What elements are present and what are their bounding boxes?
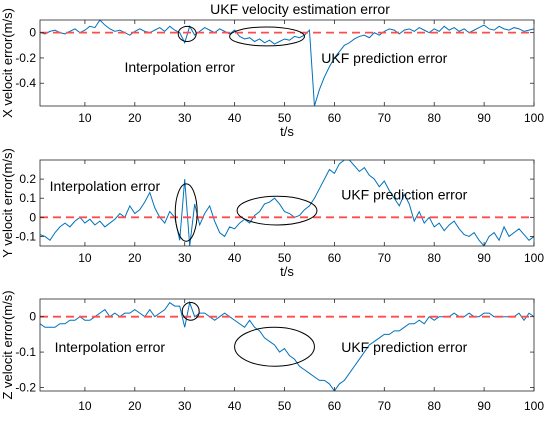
highlight-ellipse <box>181 302 200 321</box>
subplot-2: 10 20 30 40 50 60 70 80 90 100 0.2 0.1 0 -0.1 t/s Y vel… <box>0 148 544 279</box>
y-axis-label: X velocit error(m/s) <box>0 8 15 118</box>
x-tick-label: 70 <box>378 111 392 125</box>
highlight-ellipse <box>236 195 318 226</box>
y-tick-label: 0 <box>29 210 36 224</box>
y-tick-label: -0.1 <box>15 229 36 243</box>
x-tick-label: 40 <box>228 251 242 265</box>
x-tick-label: 60 <box>328 399 342 413</box>
x-tick-label: 80 <box>428 399 442 413</box>
x-tick-label: 90 <box>477 251 491 265</box>
highlight-ellipse <box>229 26 305 47</box>
error-series-line <box>40 160 534 246</box>
annotation-label: UKF prediction error <box>341 186 467 202</box>
highlight-ellipse <box>177 25 197 43</box>
y-tick-label: -0.1 <box>15 345 36 359</box>
annotation-label: UKF prediction error <box>341 339 467 355</box>
x-tick-label: 50 <box>278 251 292 265</box>
axes-box <box>39 298 535 392</box>
x-tick-label: 100 <box>524 399 544 413</box>
y-axis-label: Y velocit error(m/s) <box>0 148 15 258</box>
x-tick-label: 30 <box>178 111 192 125</box>
x-tick-label: 20 <box>128 251 142 265</box>
annotation-label: Interpolation error <box>124 59 235 75</box>
axes-box <box>39 159 535 247</box>
x-tick-label: 70 <box>378 399 392 413</box>
x-tick-label: 30 <box>178 399 192 413</box>
highlight-ellipse <box>174 183 198 242</box>
axes-box <box>39 19 535 107</box>
y-axis-label: Z velocit error(m/s) <box>0 290 15 399</box>
subplot-3: 10 20 30 40 50 60 70 80 90 100 0 -0.1 -0.2Z velocit … <box>0 290 544 413</box>
y-tick-label: 0 <box>29 26 36 40</box>
y-tick-label: -0.2 <box>15 51 36 65</box>
error-series-line <box>40 20 534 106</box>
x-tick-label: 90 <box>477 399 491 413</box>
x-tick-label: 100 <box>524 111 544 125</box>
error-series-line <box>40 300 534 391</box>
x-tick-label: 50 <box>278 111 292 125</box>
x-tick-label: 40 <box>228 399 242 413</box>
y-tick-label: 0.2 <box>19 172 36 186</box>
x-tick-label: 60 <box>328 111 342 125</box>
y-tick-label: -0.2 <box>15 380 36 394</box>
x-tick-label: 70 <box>378 251 392 265</box>
y-tick-label: 0 <box>29 310 36 324</box>
figure-title: UKF velocity estimation error <box>210 1 390 17</box>
x-tick-label: 20 <box>128 111 142 125</box>
y-tick-label: 0.1 <box>19 191 36 205</box>
y-tick-label: -0.4 <box>15 76 36 90</box>
x-tick-label: 10 <box>78 111 92 125</box>
highlight-ellipse <box>234 326 315 367</box>
x-tick-label: 10 <box>78 399 92 413</box>
x-tick-label: 50 <box>278 399 292 413</box>
annotation-label: UKF prediction error <box>321 50 447 66</box>
subplot-1: 10 20 30 40 50 60 70 80 90 100 0 -0.2 -0.4 t/s X veloc… <box>0 8 544 139</box>
x-axis-label: t/s <box>280 124 294 139</box>
annotation-label: Interpolation error <box>55 339 166 355</box>
x-tick-label: 100 <box>524 251 544 265</box>
x-tick-label: 80 <box>428 111 442 125</box>
x-tick-label: 60 <box>328 251 342 265</box>
x-tick-label: 20 <box>128 399 142 413</box>
x-tick-label: 90 <box>477 111 491 125</box>
x-tick-label: 10 <box>78 251 92 265</box>
x-tick-label: 30 <box>178 251 192 265</box>
x-axis-label: t/s <box>280 264 294 279</box>
x-tick-label: 80 <box>428 251 442 265</box>
x-tick-label: 40 <box>228 111 242 125</box>
annotation-label: Interpolation error <box>50 178 161 194</box>
